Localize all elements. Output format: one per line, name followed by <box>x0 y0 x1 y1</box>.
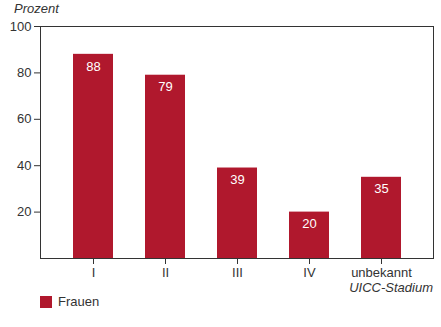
html-text:Frauen: Frauen <box>58 294 100 309</box>
svg-text:100: 100 <box>10 19 32 34</box>
svg-text:20: 20 <box>302 216 316 231</box>
svg-text:III: III <box>232 265 243 280</box>
svg-text:88: 88 <box>86 59 100 74</box>
svg-text:IV: IV <box>303 265 316 280</box>
svg-text:60: 60 <box>17 111 31 126</box>
svg-text:79: 79 <box>158 79 172 94</box>
svg-text:20: 20 <box>17 204 31 219</box>
html-text:UICC-Stadium: UICC-Stadium <box>349 280 433 295</box>
svg-text:I: I <box>92 265 96 280</box>
svg-text:35: 35 <box>374 181 388 196</box>
svg-text:80: 80 <box>17 65 31 80</box>
svg-text:39: 39 <box>230 172 244 187</box>
svg-text:unbekannt: unbekannt <box>351 265 412 280</box>
html-text:Prozent: Prozent <box>14 1 59 16</box>
svg-text:40: 40 <box>17 158 31 173</box>
svg-text:II: II <box>162 265 169 280</box>
